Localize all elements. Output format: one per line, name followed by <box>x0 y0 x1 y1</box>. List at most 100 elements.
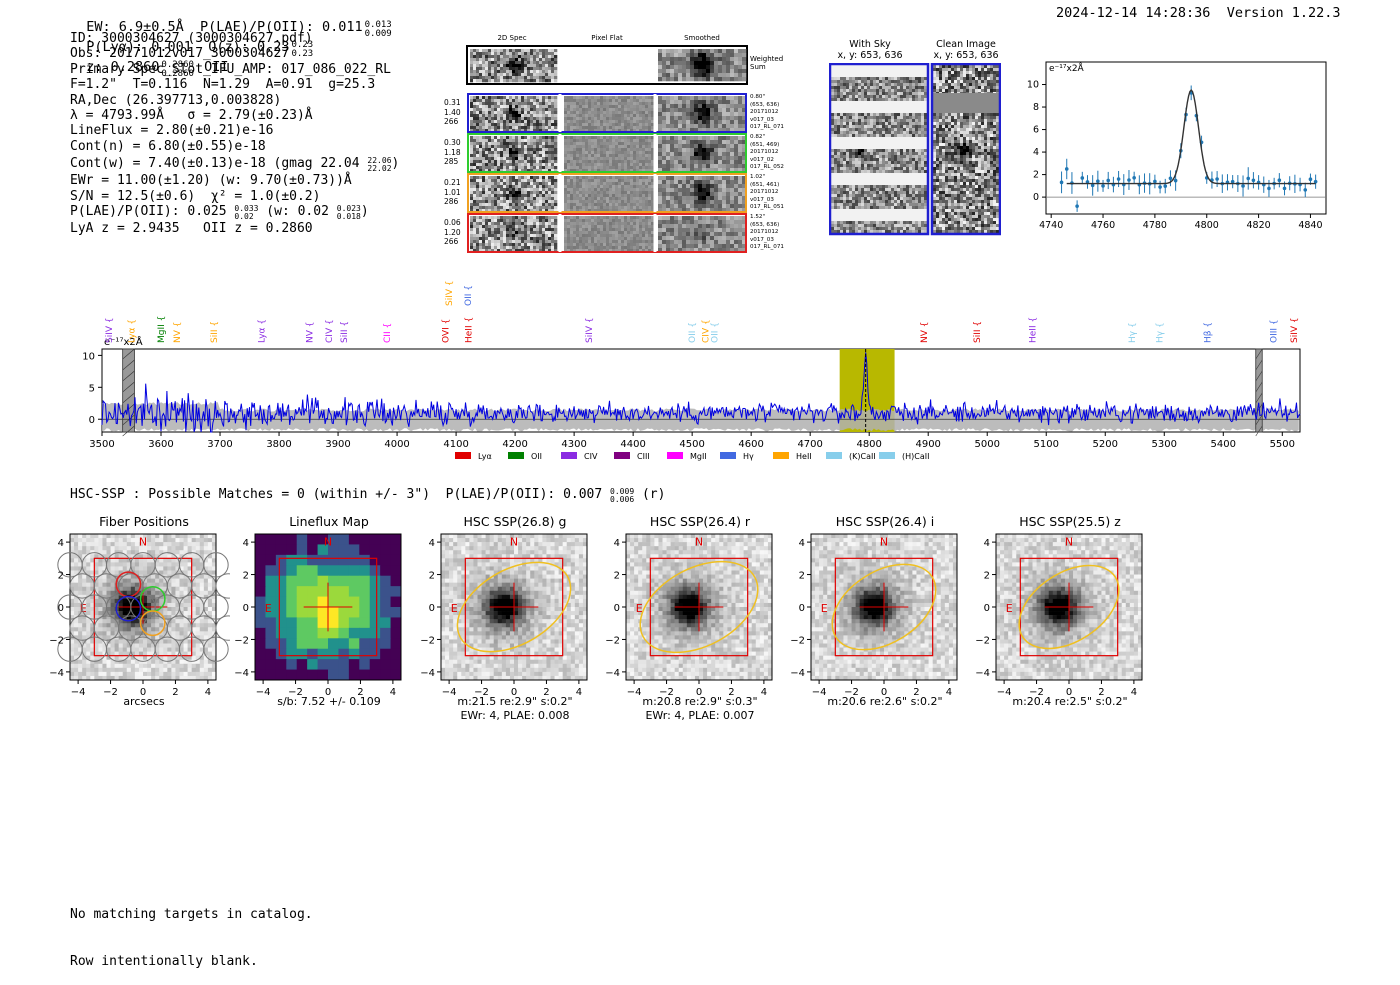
compass-n: N <box>695 535 703 548</box>
spectrum-xtick: 5000 <box>974 439 999 450</box>
spectrum-xtick: 4500 <box>679 439 704 450</box>
panel-ytick: 0 <box>58 603 64 614</box>
legend-swatch <box>667 452 683 459</box>
zoom-data-point <box>1246 177 1250 181</box>
spectrum-xtick: 4300 <box>561 439 586 450</box>
legend-label: CIV <box>584 452 598 461</box>
legend-label: HeII <box>796 452 812 461</box>
info-slot: Primary Spec_Slot_IFU_AMP: 017_086_022_R… <box>70 62 399 77</box>
zoom-data-point <box>1163 184 1167 188</box>
timestamp: 2024-12-14 14:28:36 Version 1.22.3 <box>1056 5 1341 21</box>
line-marker-label: NV { <box>920 322 930 343</box>
panel-xlabel: m:21.5 re:2.9" s:0.2" <box>431 695 599 708</box>
spectrum-xtick: 4400 <box>620 439 645 450</box>
legend-swatch <box>879 452 895 459</box>
zoom-data-point <box>1101 184 1105 188</box>
line-marker-label: Hβ { <box>1203 322 1213 343</box>
spectrum-ytick: 10 <box>82 351 95 362</box>
hsc-summary: HSC-SSP : Possible Matches = 0 (within +… <box>70 487 665 504</box>
info-contn: Cont(n) = 6.80(±0.55)e-18 <box>70 139 399 154</box>
spectrum-xtick: 4900 <box>915 439 940 450</box>
zoom-xtick: 4820 <box>1246 220 1270 231</box>
legend-label: (K)CaII <box>849 452 876 461</box>
legend-label: CIII <box>637 452 650 461</box>
line-marker-label: SiIV { <box>1290 317 1300 343</box>
zoom-data-point <box>1127 178 1131 182</box>
col-header-pixelflat: Pixel Flat <box>558 34 656 42</box>
zoom-data-point <box>1117 177 1121 181</box>
line-marker-label: OII { <box>688 322 698 343</box>
version-label: Version 1.22.3 <box>1227 5 1341 21</box>
zoom-xtick: 4740 <box>1039 220 1063 231</box>
spectrum-xtick: 4600 <box>738 439 763 450</box>
info-lyaz: LyA z = 2.9435 OII z = 0.2860 <box>70 221 399 236</box>
zoom-xtick: 4840 <box>1298 220 1322 231</box>
panel-ytick: 0 <box>799 603 805 614</box>
zoom-data-point <box>1303 188 1307 192</box>
line-marker-label: SiIV { <box>585 317 595 343</box>
panel-ytick: −2 <box>790 635 805 646</box>
zoom-ylabel: e⁻¹⁷x2Å <box>1049 62 1085 74</box>
info-ewr: EWr = 11.00(±1.20) (w: 9.70(±0.73))Å <box>70 173 399 188</box>
zoom-data-point <box>1132 176 1136 180</box>
col-header-smoothed: Smoothed <box>656 34 748 42</box>
legend-label: (H)CaII <box>902 452 929 461</box>
spectrum-xtick: 3500 <box>89 439 114 450</box>
legend-label: OII <box>531 452 542 461</box>
compass-n: N <box>510 535 518 548</box>
line-marker-label: SiIV { <box>445 280 455 306</box>
info-lambda: λ = 4793.99Å σ = 2.79(±0.23)Å <box>70 108 399 123</box>
line-marker-label: MgII { <box>157 316 167 343</box>
line-marker-label: OII { <box>464 285 474 306</box>
line-marker-label: SiII { <box>973 321 983 343</box>
spectrum-xtick: 5300 <box>1152 439 1177 450</box>
footer-line-2: Row intentionally blank. <box>70 954 313 970</box>
with-sky-image <box>831 65 927 233</box>
line-marker-label: HeII { <box>1029 317 1039 343</box>
clean-image <box>933 65 999 233</box>
line-marker-label: SiII { <box>210 321 220 343</box>
zoom-data-point <box>1309 177 1313 181</box>
line-marker-label: Hγ { <box>1128 322 1138 343</box>
line-marker-label: NV { <box>306 322 316 343</box>
zoom-ytick: 2 <box>1033 170 1039 181</box>
spectrum-xtick: 3900 <box>325 439 350 450</box>
spectrum-xtick: 5200 <box>1093 439 1118 450</box>
spectrum-xtick: 4200 <box>502 439 527 450</box>
panel-ytick: 2 <box>58 571 64 582</box>
info-id: ID: 3000304627 (3000304627.pdf) <box>70 31 399 46</box>
panel-xlabel: m:20.4 re:2.5" s:0.2" <box>986 695 1154 708</box>
zoom-data-point <box>1215 177 1219 181</box>
panel-ytick: 4 <box>429 538 435 549</box>
panel-ytick: 2 <box>614 571 620 582</box>
compass-e: E <box>821 602 828 615</box>
compass-e: E <box>265 602 272 615</box>
zoom-xtick: 4760 <box>1091 220 1115 231</box>
compass-n: N <box>139 535 147 548</box>
panel-ytick: −4 <box>420 668 435 679</box>
compass-e: E <box>451 602 458 615</box>
line-marker-label: Lyα { <box>257 319 267 343</box>
zoom-ytick: 0 <box>1033 192 1039 203</box>
info-sn: S/N = 12.5(±0.6) χ² = 1.0(±0.2) <box>70 189 399 204</box>
panel-title: HSC SSP(26.4) r <box>626 514 774 529</box>
zoom-xtick: 4780 <box>1143 220 1167 231</box>
legend-swatch <box>826 452 842 459</box>
panel-ytick: 4 <box>614 538 620 549</box>
spectrum-xtick: 3600 <box>148 439 173 450</box>
legend-swatch <box>455 452 471 459</box>
info-radec: RA,Dec (26.397713,0.003828) <box>70 93 399 108</box>
line-marker-label: OVI { <box>441 319 451 343</box>
legend-label: MgII <box>690 452 707 461</box>
spectrum-ytick: 5 <box>89 383 95 394</box>
